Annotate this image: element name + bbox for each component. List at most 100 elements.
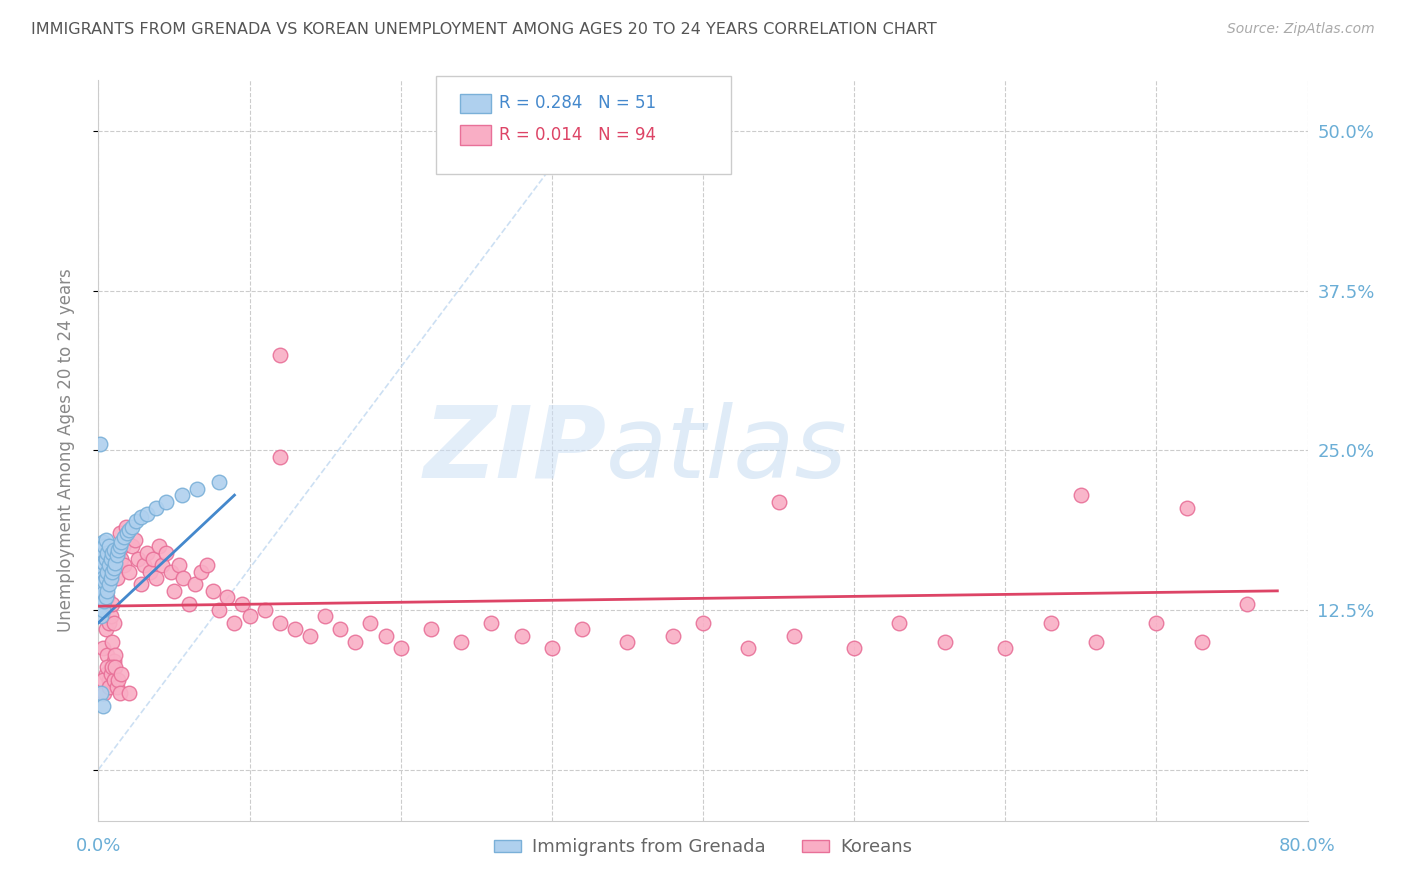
Point xyxy=(90,545,112,559)
Text: atlas: atlas xyxy=(606,402,848,499)
Point xyxy=(103,654,125,668)
Point xyxy=(110,535,132,549)
Point xyxy=(96,565,118,579)
Point xyxy=(360,615,382,630)
Point xyxy=(125,514,148,528)
Point xyxy=(107,545,129,559)
Text: Source: ZipAtlas.com: Source: ZipAtlas.com xyxy=(1227,22,1375,37)
Point xyxy=(1236,597,1258,611)
Point xyxy=(93,603,115,617)
Point xyxy=(118,565,141,579)
Point xyxy=(540,641,562,656)
Point xyxy=(148,539,170,553)
Point xyxy=(104,556,127,570)
Point xyxy=(124,533,146,547)
Point xyxy=(481,615,503,630)
Point xyxy=(94,533,117,547)
Point xyxy=(93,574,115,588)
Point xyxy=(105,680,128,694)
Point xyxy=(94,591,117,605)
Point xyxy=(121,520,143,534)
Point xyxy=(91,554,114,569)
Point xyxy=(299,629,322,643)
Point xyxy=(231,597,253,611)
Point xyxy=(101,597,124,611)
Point xyxy=(215,591,238,605)
Point xyxy=(104,660,127,674)
Point xyxy=(108,539,131,553)
Point xyxy=(90,609,112,624)
Point xyxy=(107,543,129,558)
Point xyxy=(510,629,533,643)
Point xyxy=(127,552,149,566)
Point xyxy=(96,591,118,605)
Point xyxy=(98,558,121,573)
Point xyxy=(195,558,218,573)
Point xyxy=(121,539,143,553)
Point xyxy=(96,648,118,662)
Point xyxy=(135,508,157,522)
Point xyxy=(450,635,472,649)
Point xyxy=(91,698,114,713)
Point xyxy=(96,583,118,598)
Point xyxy=(344,635,367,649)
Point xyxy=(89,558,111,573)
Point xyxy=(783,629,806,643)
Point xyxy=(118,523,141,537)
Point xyxy=(661,629,683,643)
Point xyxy=(107,673,129,688)
Point xyxy=(129,509,152,524)
Point xyxy=(98,615,121,630)
Point xyxy=(101,660,124,674)
Point xyxy=(90,597,112,611)
Point xyxy=(94,666,117,681)
Point xyxy=(112,558,135,573)
Point xyxy=(208,475,231,490)
Point xyxy=(100,552,122,566)
Point xyxy=(103,673,125,688)
Point xyxy=(1039,615,1062,630)
Point xyxy=(155,494,177,508)
Point xyxy=(101,565,124,579)
Point xyxy=(284,622,307,636)
Point xyxy=(269,450,291,464)
Point xyxy=(155,545,177,559)
Point xyxy=(172,571,194,585)
Point xyxy=(1191,635,1213,649)
Point xyxy=(889,615,911,630)
Point xyxy=(329,622,352,636)
Point xyxy=(93,556,115,570)
Text: IMMIGRANTS FROM GRENADA VS KOREAN UNEMPLOYMENT AMONG AGES 20 TO 24 YEARS CORRELA: IMMIGRANTS FROM GRENADA VS KOREAN UNEMPL… xyxy=(31,22,936,37)
Point xyxy=(994,641,1017,656)
Point xyxy=(89,577,111,591)
Point xyxy=(768,494,790,508)
Point xyxy=(110,666,132,681)
Point xyxy=(184,577,207,591)
Point xyxy=(103,543,125,558)
Point xyxy=(208,603,231,617)
Point xyxy=(98,577,121,591)
Point xyxy=(100,609,122,624)
Point xyxy=(101,545,124,559)
Point xyxy=(93,594,115,608)
Point xyxy=(93,686,115,700)
Point xyxy=(112,530,135,544)
Point xyxy=(135,545,157,559)
Point xyxy=(374,629,396,643)
Point xyxy=(108,686,131,700)
Point xyxy=(91,673,114,688)
Point xyxy=(1085,635,1108,649)
Point xyxy=(118,686,141,700)
Point xyxy=(190,565,212,579)
Point xyxy=(104,648,127,662)
Point xyxy=(91,535,114,549)
Point xyxy=(150,558,173,573)
Point xyxy=(142,552,165,566)
Point xyxy=(239,609,262,624)
Point xyxy=(389,641,412,656)
Point xyxy=(737,641,759,656)
Point xyxy=(163,583,186,598)
Point xyxy=(94,622,117,636)
Point xyxy=(115,526,138,541)
Point xyxy=(114,520,136,534)
